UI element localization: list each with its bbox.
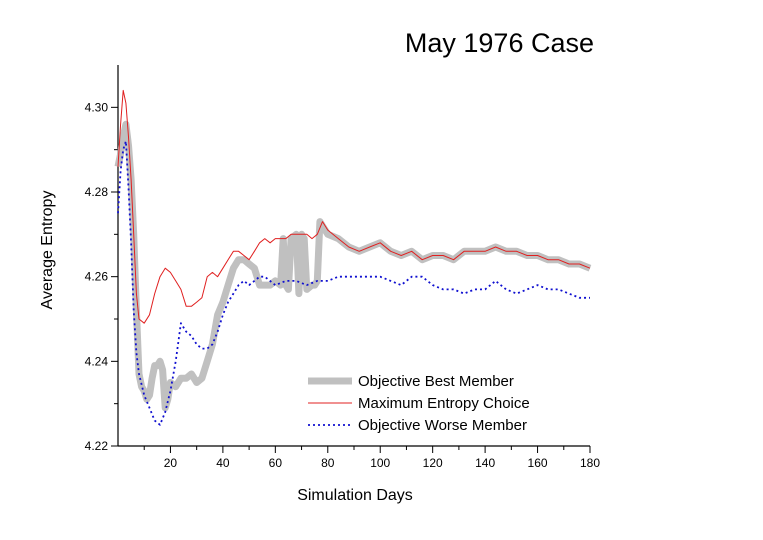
x-tick-label: 160: [528, 456, 548, 470]
x-tick-label: 120: [423, 456, 443, 470]
y-tick-label: 4.24: [85, 354, 109, 368]
legend-worse-member-label: Objective Worse Member: [358, 417, 527, 434]
x-tick-label: 20: [164, 456, 178, 470]
best-member-line: [114, 120, 592, 412]
x-axis-label: Simulation Days: [297, 487, 413, 504]
y-tick-label: 4.28: [85, 185, 109, 199]
max-entropy-line: [117, 89, 591, 324]
legend-best-member-label: Objective Best Member: [358, 373, 514, 390]
x-tick-label: 140: [475, 456, 495, 470]
x-tick-label: 80: [321, 456, 335, 470]
x-tick-label: 100: [370, 456, 390, 470]
y-axis-label: Average Entropy: [39, 191, 56, 310]
worse-member-line: [117, 140, 590, 426]
y-tick-label: 4.30: [85, 100, 109, 114]
chart-title: May 1976 Case: [405, 28, 594, 58]
plot-area: 4.22 4.24 4.26 4.28 4.30 20 40 60 80 100 120 140 160…: [85, 65, 600, 470]
legend-max-entropy-label: Maximum Entropy Choice: [358, 395, 530, 412]
legend: Objective Best Member Maximum Entropy Cho…: [308, 373, 530, 434]
x-tick-label: 40: [216, 456, 230, 470]
x-tick-label: 60: [269, 456, 283, 470]
y-tick-label: 4.26: [85, 270, 109, 284]
x-tick-label: 180: [580, 456, 600, 470]
y-tick-label: 4.22: [85, 439, 109, 453]
